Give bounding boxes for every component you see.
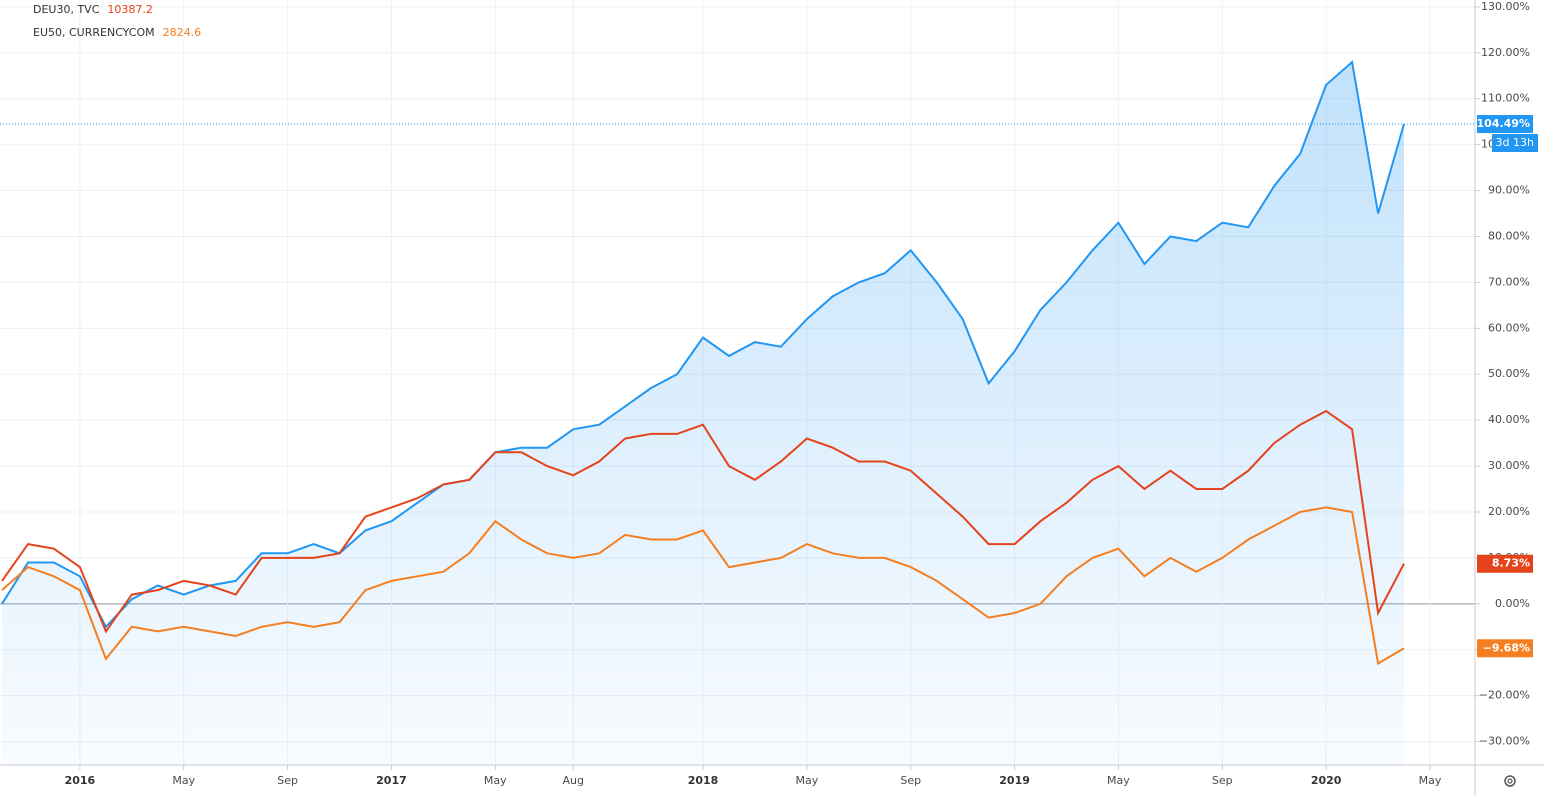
- x-tick-label: May: [484, 774, 507, 787]
- y-tick-label: 110.00%: [1481, 92, 1530, 105]
- legend-name: EU50, CURRENCYCOM: [33, 26, 155, 39]
- countdown: 3d 13h: [1496, 136, 1534, 149]
- y-tick-label: 0.00%: [1495, 597, 1530, 610]
- price-badge: [1477, 639, 1533, 658]
- x-tick-label: Sep: [277, 774, 298, 787]
- x-tick-label: May: [172, 774, 195, 787]
- x-tick-label: 2020: [1311, 774, 1342, 787]
- x-tick-label: 2016: [65, 774, 96, 787]
- x-tick-label: Sep: [900, 774, 921, 787]
- x-tick-label: May: [795, 774, 818, 787]
- x-tick-label: May: [1107, 774, 1130, 787]
- price-badge-label: −9.68%: [1483, 641, 1530, 654]
- x-tick-label: 2019: [999, 774, 1030, 787]
- price-badge: [1477, 115, 1533, 134]
- x-tick-label: May: [1419, 774, 1442, 787]
- price-badge: [1477, 554, 1533, 573]
- y-tick-label: 80.00%: [1488, 229, 1530, 242]
- y-tick-label: 60.00%: [1488, 321, 1530, 334]
- x-tick-label: 2018: [688, 774, 719, 787]
- legend-name: DEU30, TVC: [33, 3, 100, 16]
- y-tick-label: −30.00%: [1479, 735, 1530, 748]
- x-tick-label: Aug: [562, 774, 583, 787]
- y-tick-label: 30.00%: [1488, 459, 1530, 472]
- y-tick-label: 90.00%: [1488, 184, 1530, 197]
- x-tick-label: 2017: [376, 774, 407, 787]
- x-tick-label: Sep: [1212, 774, 1233, 787]
- settings-icon[interactable]: [1504, 775, 1516, 787]
- price-badge-label: 104.49%: [1477, 117, 1530, 130]
- y-tick-label: −20.00%: [1479, 689, 1530, 702]
- line: [1, 506, 1405, 666]
- price-badge-label: 8.73%: [1492, 557, 1530, 570]
- countdown-badge: [1492, 134, 1538, 153]
- y-tick-label: 50.00%: [1488, 367, 1530, 380]
- line: [1, 409, 1405, 634]
- legend-value: 2824.6: [163, 26, 202, 39]
- y-tick-label: 130.00%: [1481, 0, 1530, 13]
- y-tick-label: 40.00%: [1488, 413, 1530, 426]
- legend-value: 10387.2: [107, 3, 153, 16]
- y-tick-label: 120.00%: [1481, 46, 1530, 59]
- y-tick-label: 70.00%: [1488, 275, 1530, 288]
- y-tick-label: 20.00%: [1488, 505, 1530, 518]
- line: [1, 60, 1405, 629]
- legend: DEU30, TVC 10387.2 EU50, CURRENCYCOM 2824.6: [33, 3, 201, 39]
